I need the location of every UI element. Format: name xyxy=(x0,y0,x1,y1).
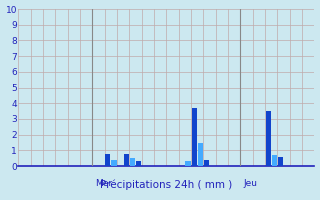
Bar xyxy=(266,111,271,166)
Bar xyxy=(198,143,203,166)
Bar xyxy=(278,157,283,166)
Bar xyxy=(124,154,129,166)
Bar xyxy=(136,161,141,166)
Bar xyxy=(192,108,197,166)
Text: Mer: Mer xyxy=(96,179,113,188)
Bar xyxy=(272,155,277,166)
X-axis label: Précipitations 24h ( mm ): Précipitations 24h ( mm ) xyxy=(100,180,233,190)
Bar xyxy=(185,161,191,166)
Bar xyxy=(204,160,209,166)
Text: Jeu: Jeu xyxy=(244,179,258,188)
Bar xyxy=(105,154,110,166)
Bar xyxy=(111,160,117,166)
Bar xyxy=(130,158,135,166)
